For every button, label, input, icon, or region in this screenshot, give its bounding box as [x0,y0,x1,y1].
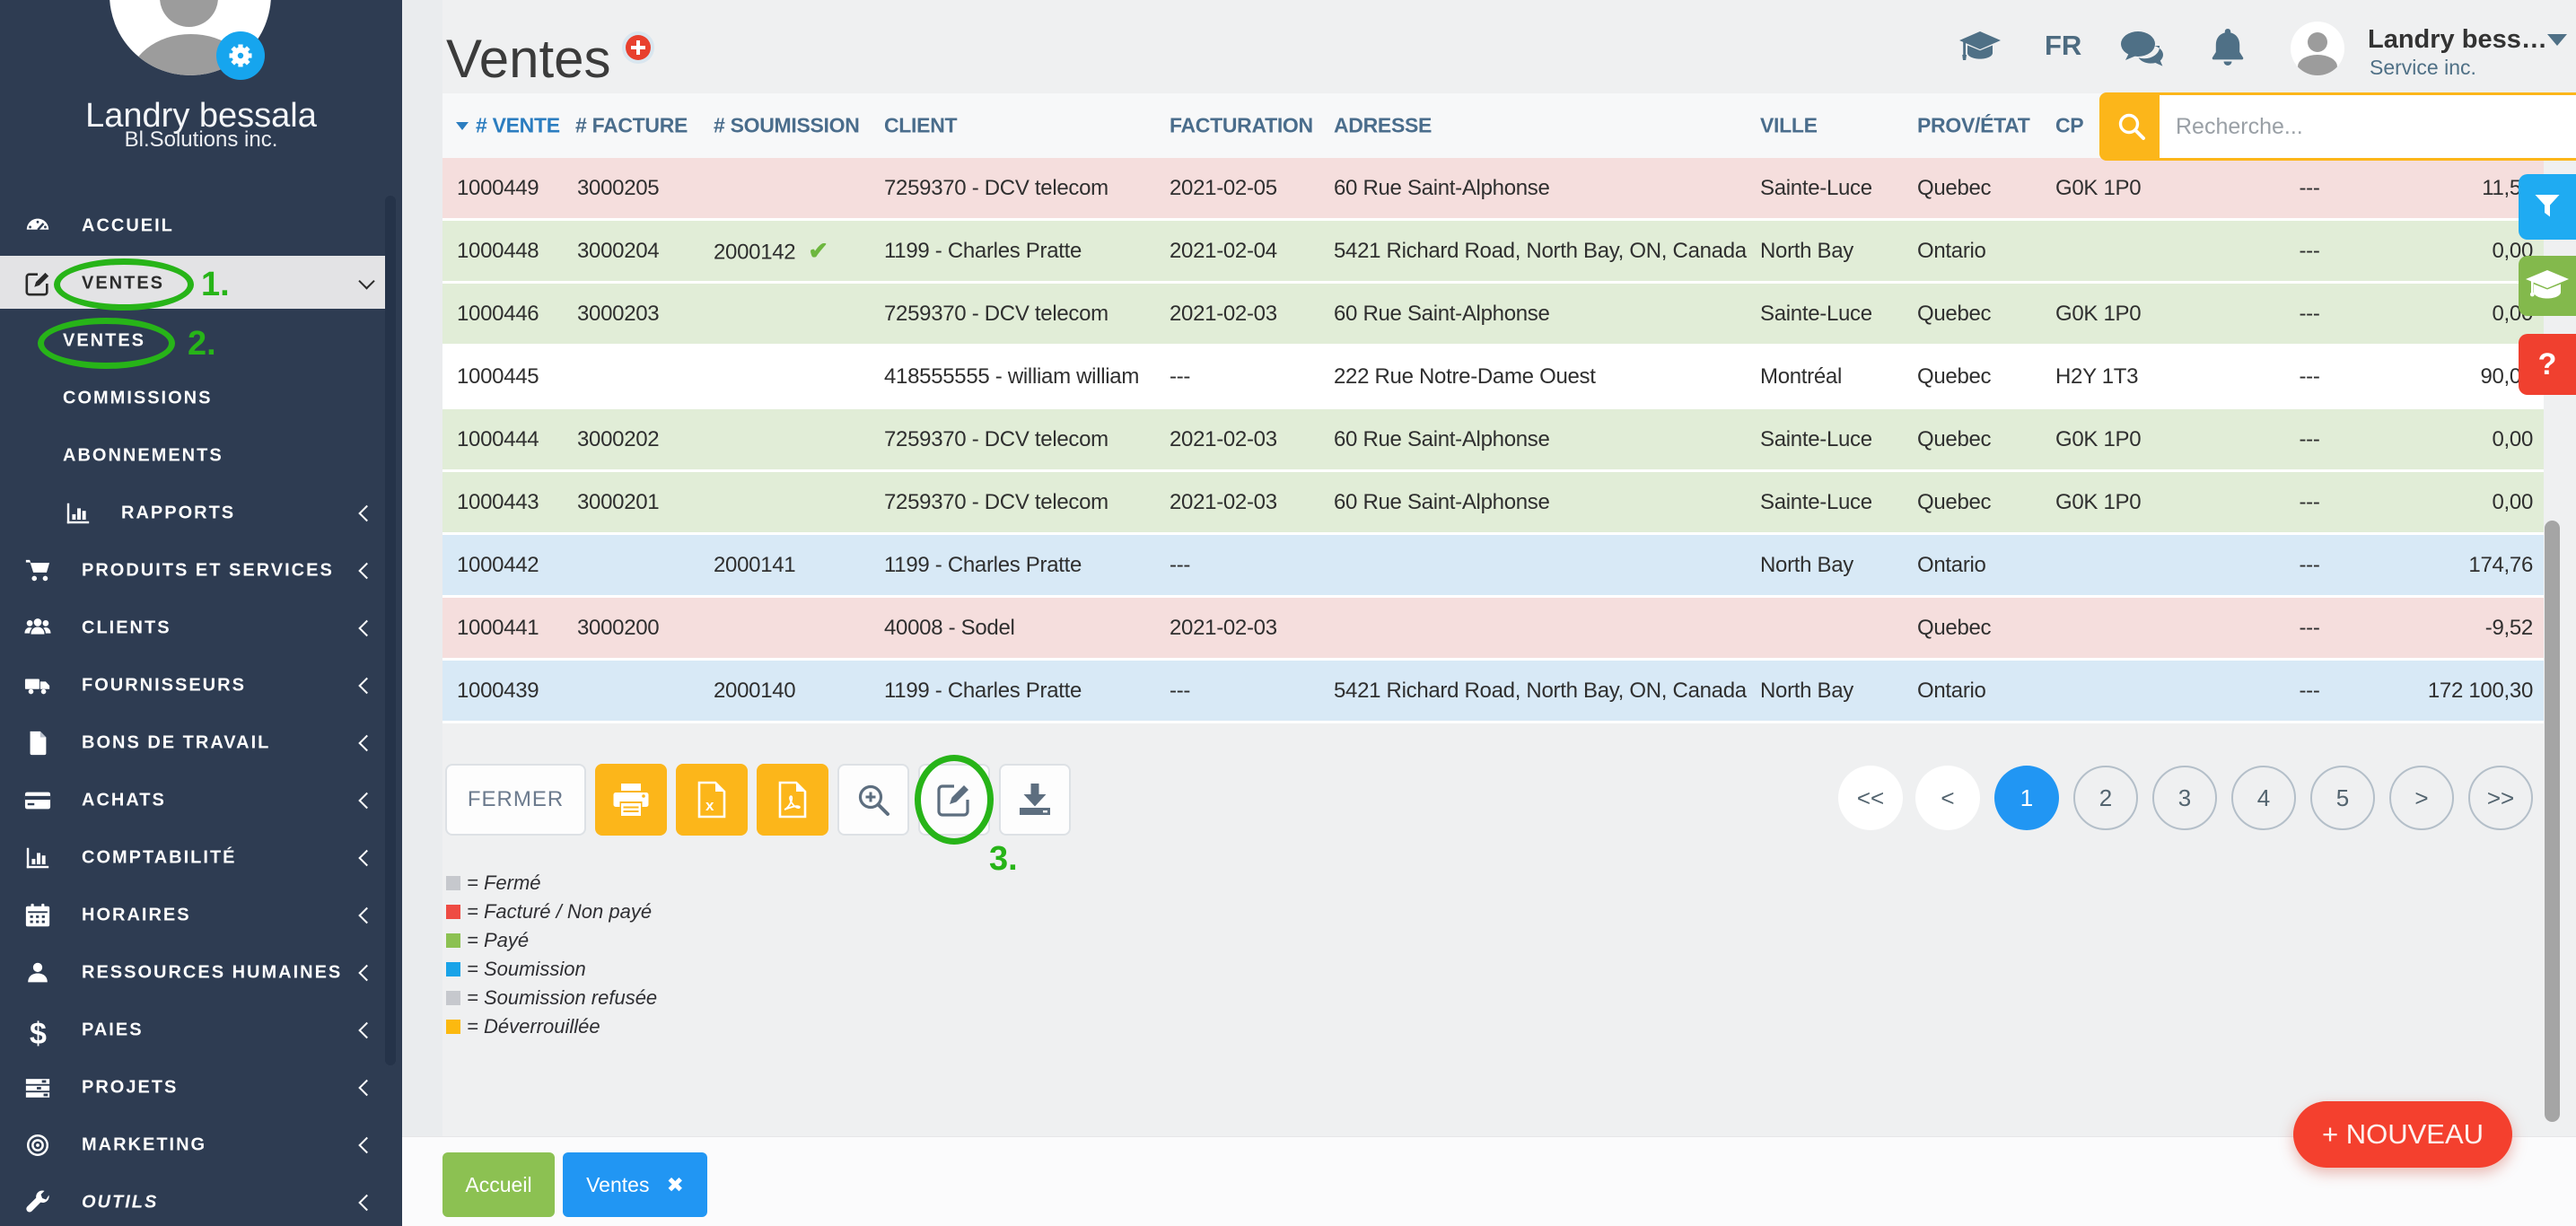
svg-text:x: x [705,797,714,814]
